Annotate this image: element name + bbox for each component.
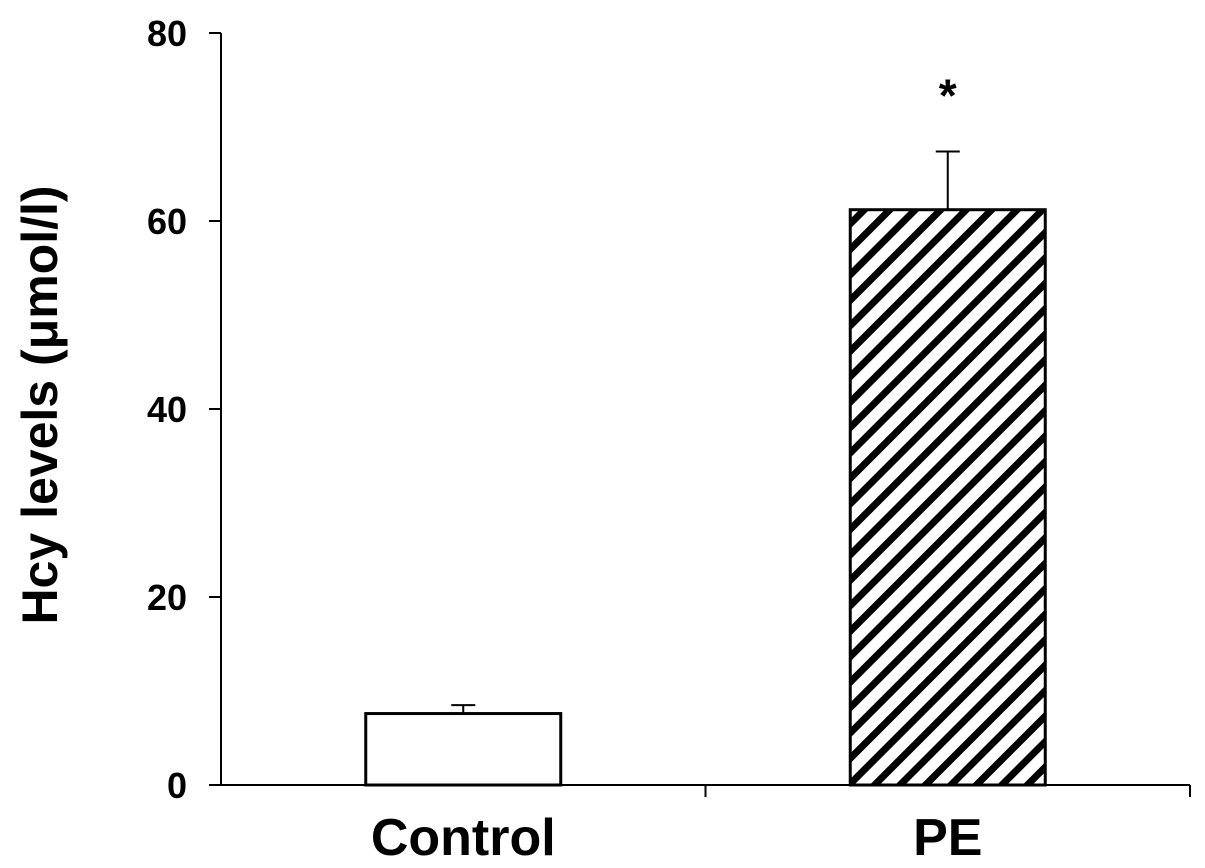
- y-tick-label: 0: [167, 765, 187, 806]
- bar-pe: [848, 208, 1047, 787]
- x-axis-labels: Control PE: [371, 809, 983, 867]
- y-tick-label: 20: [147, 577, 187, 618]
- axes: [209, 33, 1191, 797]
- x-category-label: PE: [913, 809, 982, 867]
- bars: *: [364, 69, 1047, 787]
- significance-mark: *: [939, 69, 957, 121]
- y-axis-title: Hcy levels (μmol/l): [12, 185, 68, 624]
- bar-control: [364, 712, 563, 787]
- x-category-label: Control: [371, 809, 556, 867]
- y-tick-label: 40: [147, 389, 187, 430]
- y-axis-ticks: 0 20 40 60 80: [147, 13, 221, 806]
- y-tick-label: 60: [147, 201, 187, 242]
- y-tick-label: 80: [147, 13, 187, 54]
